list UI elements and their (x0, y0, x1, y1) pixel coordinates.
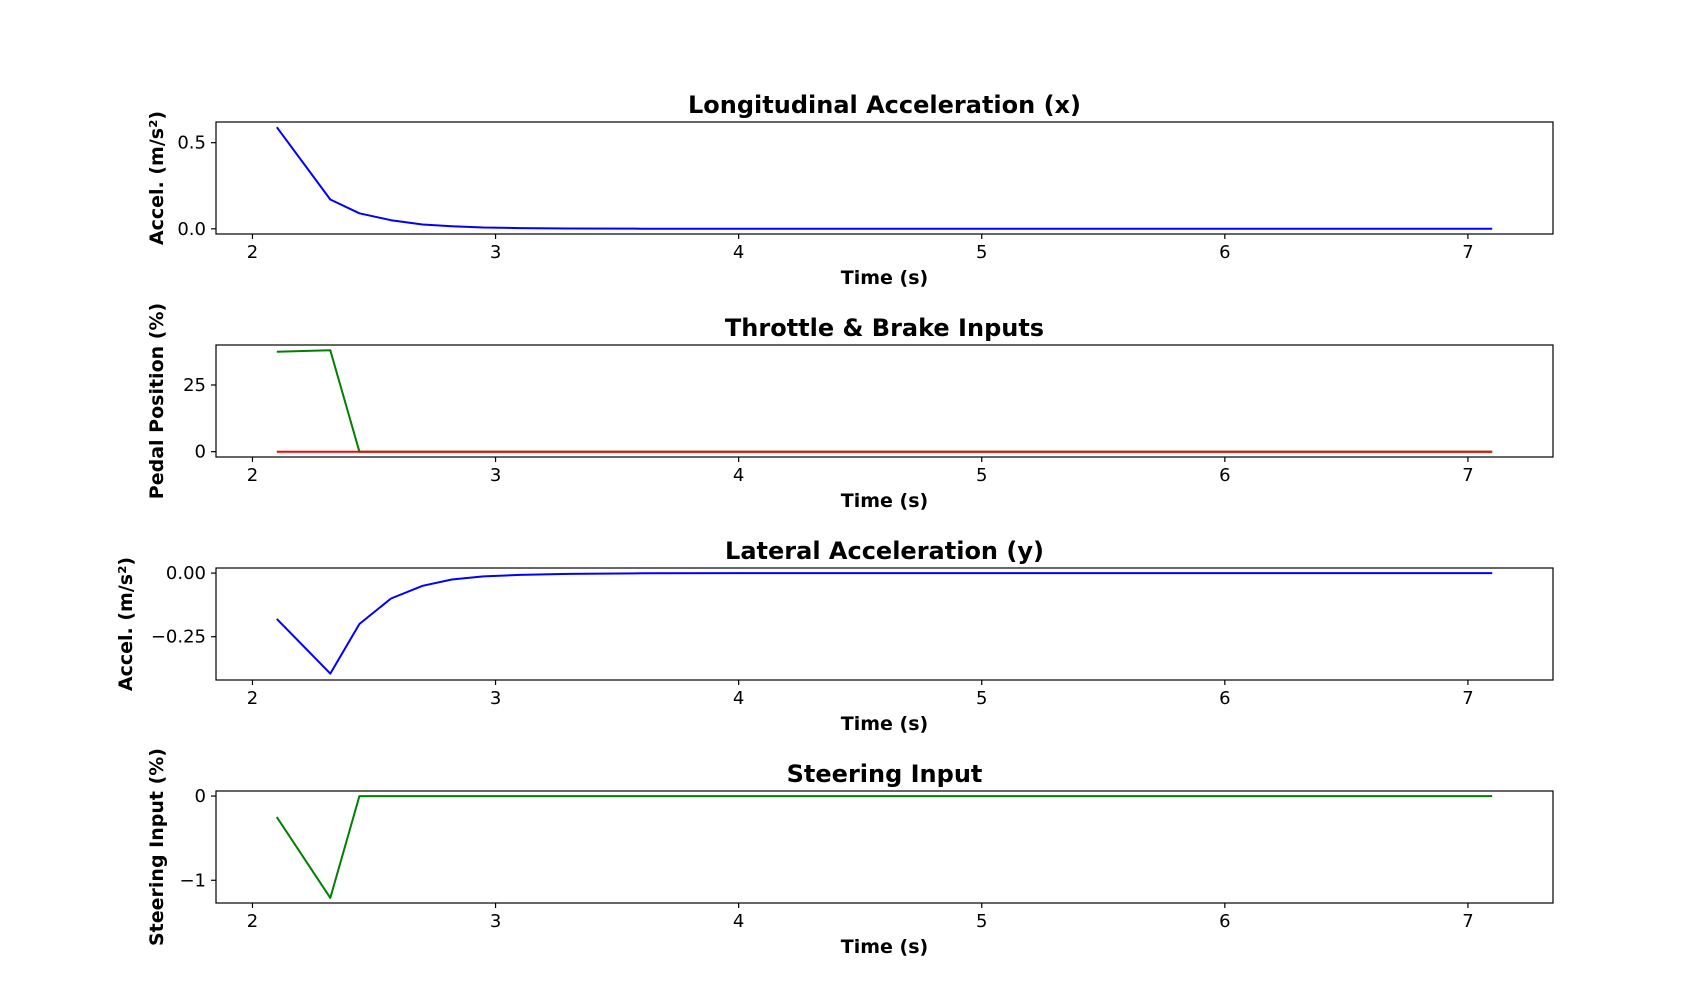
x-tick-label: 5 (976, 688, 987, 709)
x-tick-label: 3 (490, 688, 501, 709)
x-tick-label: 6 (1219, 911, 1230, 932)
subplot-title: Longitudinal Acceleration (x) (688, 91, 1081, 119)
y-axis-label: Steering Input (%) (146, 748, 168, 946)
x-tick-label: 6 (1219, 688, 1230, 709)
x-tick-label: 5 (976, 242, 987, 263)
x-tick-label: 2 (247, 688, 258, 709)
x-tick-label: 4 (733, 242, 744, 263)
x-tick-label: 5 (976, 911, 987, 932)
y-axis-label: Accel. (m/s²) (146, 111, 168, 245)
x-tick-label: 7 (1462, 465, 1473, 486)
series-line-1 (276, 349, 1493, 453)
y-tick-label: −0.25 (151, 627, 206, 648)
x-tick-label: 7 (1462, 242, 1473, 263)
x-tick-label: 3 (490, 465, 501, 486)
x-tick-label: 7 (1462, 911, 1473, 932)
x-tick-label: 4 (733, 688, 744, 709)
y-tick-label: 0.00 (166, 563, 206, 584)
x-axis-label: Time (s) (841, 936, 928, 958)
x-axis-label: Time (s) (841, 713, 928, 735)
x-tick-label: 6 (1219, 242, 1230, 263)
x-tick-label: 3 (490, 911, 501, 932)
x-axis-label: Time (s) (841, 267, 928, 289)
axes-frame (215, 121, 1554, 235)
x-tick-label: 2 (247, 242, 258, 263)
x-tick-label: 4 (733, 911, 744, 932)
series-line-1 (276, 572, 1493, 675)
x-tick-label: 6 (1219, 465, 1230, 486)
y-tick-label: 0 (195, 442, 206, 463)
y-axis-label: Pedal Position (%) (146, 303, 168, 499)
y-tick-label: −1 (179, 870, 206, 891)
x-tick-label: 4 (733, 465, 744, 486)
y-tick-label: 0.0 (177, 219, 206, 240)
subplot-3: Lateral Acceleration (y) 2 3 4 5 6 7 0.00 −0.25 T… (115, 537, 1554, 735)
series-line-1 (275, 795, 1493, 899)
axes-frame (215, 567, 1554, 681)
x-tick-label: 3 (490, 242, 501, 263)
axes-frame (215, 344, 1554, 458)
x-tick-label: 7 (1462, 688, 1473, 709)
axes-frame (215, 790, 1554, 904)
subplot-4: Steering Input 2 3 4 5 6 7 0 −1 Time (s) Steering … (146, 748, 1554, 958)
y-tick-label: 0.5 (177, 133, 206, 154)
y-axis-label: Accel. (m/s²) (115, 557, 137, 691)
subplot-title: Throttle & Brake Inputs (725, 314, 1044, 342)
subplot-1: Longitudinal Acceleration (x) 2 3 4 5 6 7 0.0 0.… (146, 91, 1554, 289)
x-axis-label: Time (s) (841, 490, 928, 512)
x-tick-label: 5 (976, 465, 987, 486)
subplot-title: Steering Input (787, 760, 983, 788)
subplot-2: Throttle & Brake Inputs 2 3 4 5 6 7 0 25 Time (s)… (146, 303, 1554, 512)
subplot-title: Lateral Acceleration (y) (725, 537, 1044, 565)
y-tick-label: 25 (183, 375, 206, 396)
y-tick-label: 0 (195, 786, 206, 807)
x-tick-label: 2 (247, 465, 258, 486)
x-tick-label: 2 (247, 911, 258, 932)
series-line-1 (275, 126, 1493, 230)
